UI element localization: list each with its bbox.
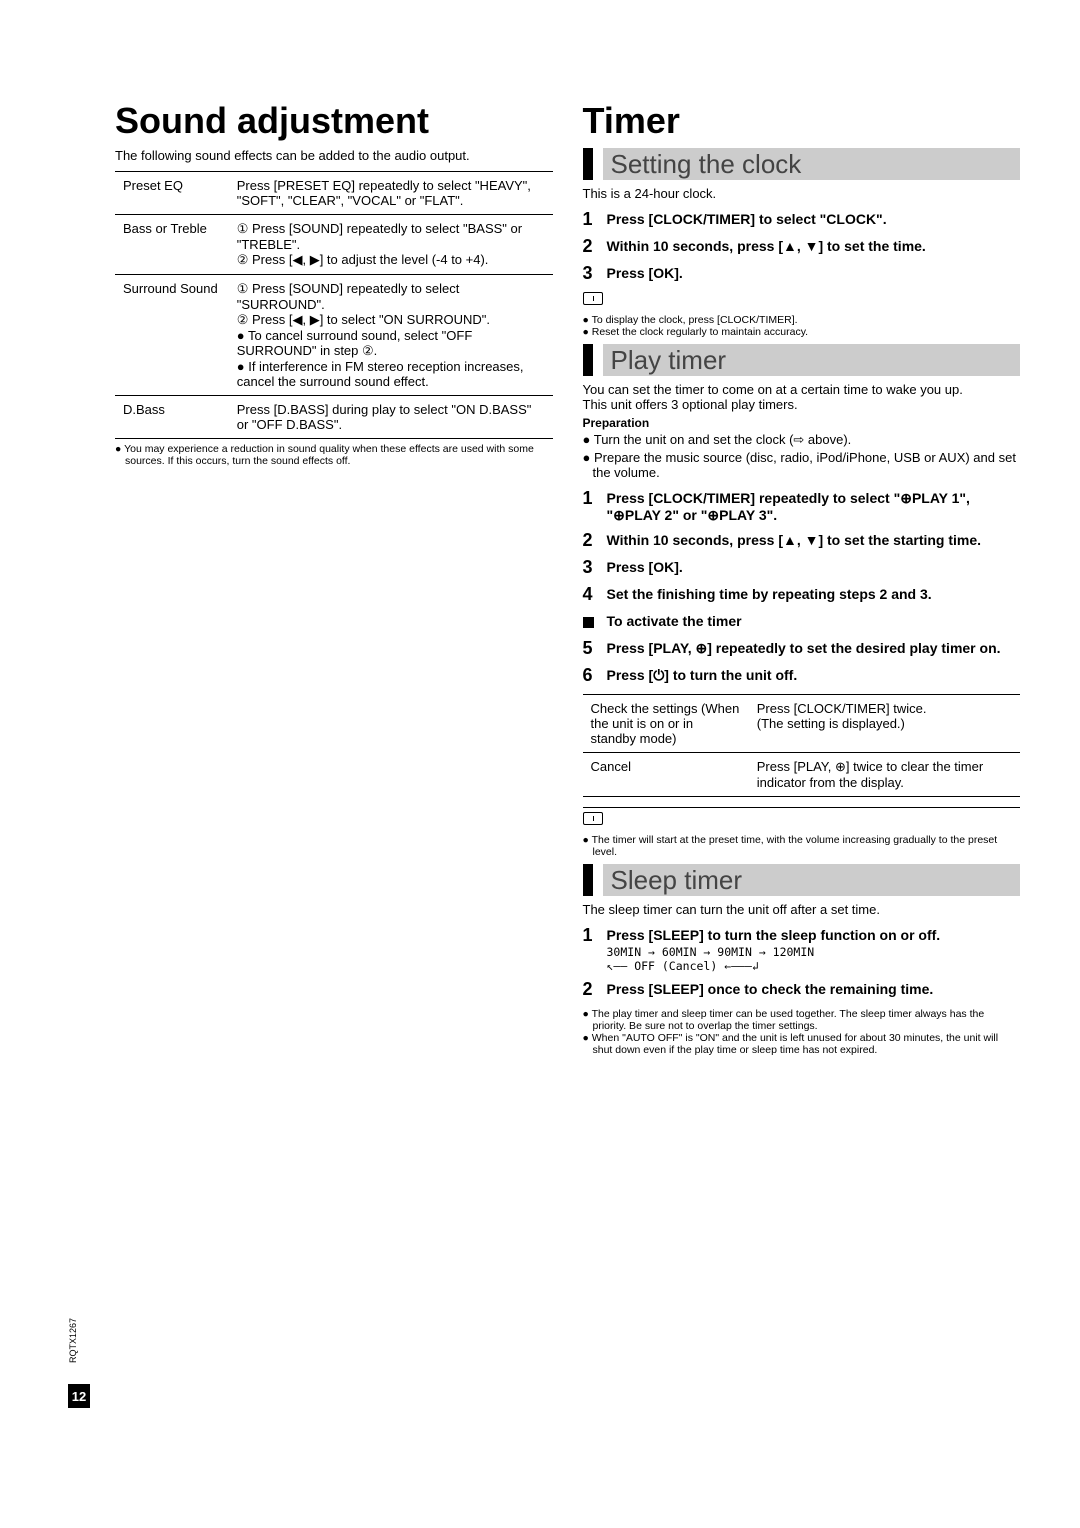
heading-bg: Setting the clock bbox=[603, 148, 1021, 180]
clock-note: ● Reset the clock regularly to maintain … bbox=[583, 326, 1021, 338]
cancel-label: Cancel bbox=[583, 753, 749, 797]
step-item: 2Press [SLEEP] once to check the remaini… bbox=[583, 979, 1021, 1000]
heading-bar-icon bbox=[583, 344, 593, 376]
heading-bg: Play timer bbox=[603, 344, 1021, 376]
step-number: 4 bbox=[583, 584, 607, 605]
preset-eq-label: Preset EQ bbox=[115, 172, 229, 215]
step-item: 1Press [CLOCK/TIMER] repeatedly to selec… bbox=[583, 488, 1021, 524]
dbass-text: Press [D.BASS] during play to select "ON… bbox=[229, 396, 553, 439]
step-text: Press [⏻] to turn the unit off. bbox=[607, 665, 1021, 686]
step-item: 3Press [OK]. bbox=[583, 263, 1021, 284]
table-row: D.Bass Press [D.BASS] during play to sel… bbox=[115, 396, 553, 439]
activate-text: To activate the timer bbox=[607, 611, 1021, 632]
activate-label: To activate the timer bbox=[583, 611, 1021, 632]
sleep-note: ● When "AUTO OFF" is "ON" and the unit i… bbox=[583, 1032, 1021, 1056]
sleep-timer-text: Sleep timer bbox=[611, 865, 743, 896]
play-intro: You can set the timer to come on at a ce… bbox=[583, 382, 1021, 397]
step-item: 2Within 10 seconds, press [▲, ▼] to set … bbox=[583, 236, 1021, 257]
sleep-steps: 1Press [SLEEP] to turn the sleep functio… bbox=[583, 925, 1021, 1000]
step-number: 3 bbox=[583, 557, 607, 578]
clock-note: ● To display the clock, press [CLOCK/TIM… bbox=[583, 314, 1021, 326]
prep-item: ● Turn the unit on and set the clock (⇨ … bbox=[583, 432, 1021, 448]
step-text: Press [SLEEP] to turn the sleep function… bbox=[607, 925, 1021, 973]
setting-clock-heading: Setting the clock bbox=[583, 148, 1021, 180]
preparation-label: Preparation bbox=[583, 416, 1021, 430]
step-number: 3 bbox=[583, 263, 607, 284]
sound-intro: The following sound effects can be added… bbox=[115, 148, 553, 163]
dbass-label: D.Bass bbox=[115, 396, 229, 439]
clock-steps: 1Press [CLOCK/TIMER] to select "CLOCK". … bbox=[583, 209, 1021, 284]
step-text: Set the finishing time by repeating step… bbox=[607, 584, 1021, 605]
play-timer-text: Play timer bbox=[611, 345, 727, 376]
preset-eq-text: Press [PRESET EQ] repeatedly to select "… bbox=[229, 172, 553, 215]
play-note: ● The timer will start at the preset tim… bbox=[583, 834, 1021, 858]
square-icon bbox=[583, 611, 607, 632]
table-row: Bass or Treble ① Press [SOUND] repeatedl… bbox=[115, 215, 553, 275]
timer-title: Timer bbox=[583, 100, 1021, 142]
step-number: 2 bbox=[583, 979, 607, 1000]
step-item: 1Press [SLEEP] to turn the sleep functio… bbox=[583, 925, 1021, 973]
play-timer-heading: Play timer bbox=[583, 344, 1021, 376]
step-item: 2Within 10 seconds, press [▲, ▼] to set … bbox=[583, 530, 1021, 551]
bass-treble-text: ① Press [SOUND] repeatedly to select "BA… bbox=[229, 215, 553, 275]
sound-table: Preset EQ Press [PRESET EQ] repeatedly t… bbox=[115, 171, 553, 439]
surround-label: Surround Sound bbox=[115, 275, 229, 396]
sleep-step1-sub: 30MIN → 60MIN → 90MIN → 120MIN ↖—— OFF (… bbox=[607, 945, 1021, 973]
step-item: 4Set the finishing time by repeating ste… bbox=[583, 584, 1021, 605]
table-row: Check the settings (When the unit is on … bbox=[583, 695, 1021, 753]
step-number: 1 bbox=[583, 925, 607, 973]
table-row: Preset EQ Press [PRESET EQ] repeatedly t… bbox=[115, 172, 553, 215]
setting-clock-text: Setting the clock bbox=[611, 149, 802, 180]
step-item: 5Press [PLAY, ⊕] repeatedly to set the d… bbox=[583, 638, 1021, 659]
check-settings-text: Press [CLOCK/TIMER] twice. (The setting … bbox=[749, 695, 1020, 753]
prep-item: ● Prepare the music source (disc, radio,… bbox=[583, 450, 1021, 480]
page: Sound adjustment The following sound eff… bbox=[0, 0, 1080, 1096]
step-text: Within 10 seconds, press [▲, ▼] to set t… bbox=[607, 530, 1021, 551]
sleep-intro: The sleep timer can turn the unit off af… bbox=[583, 902, 1021, 917]
note-icon bbox=[583, 292, 603, 305]
cancel-text: Press [PLAY, ⊕] twice to clear the timer… bbox=[749, 753, 1020, 797]
step-number: 6 bbox=[583, 665, 607, 686]
doc-code: RQTX1267 bbox=[68, 1318, 78, 1363]
step-item: 6Press [⏻] to turn the unit off. bbox=[583, 665, 1021, 686]
step-text: Press [SLEEP] once to check the remainin… bbox=[607, 979, 1021, 1000]
page-number: 12 bbox=[68, 1384, 90, 1408]
step-text: Within 10 seconds, press [▲, ▼] to set t… bbox=[607, 236, 1021, 257]
play-steps: 1Press [CLOCK/TIMER] repeatedly to selec… bbox=[583, 488, 1021, 686]
step-number: 5 bbox=[583, 638, 607, 659]
divider bbox=[583, 807, 1021, 808]
sleep-timer-heading: Sleep timer bbox=[583, 864, 1021, 896]
heading-bar-icon bbox=[583, 148, 593, 180]
step-number: 1 bbox=[583, 209, 607, 230]
step-item: 1Press [CLOCK/TIMER] to select "CLOCK". bbox=[583, 209, 1021, 230]
play-timer-table: Check the settings (When the unit is on … bbox=[583, 694, 1021, 797]
sleep-step1-main: Press [SLEEP] to turn the sleep function… bbox=[607, 927, 941, 943]
right-column: Timer Setting the clock This is a 24-hou… bbox=[583, 100, 1021, 1056]
step-number: 1 bbox=[583, 488, 607, 524]
step-text: Press [OK]. bbox=[607, 263, 1021, 284]
step-text: Press [CLOCK/TIMER] to select "CLOCK". bbox=[607, 209, 1021, 230]
sound-footnote: ● You may experience a reduction in soun… bbox=[115, 443, 553, 467]
step-text: Press [CLOCK/TIMER] repeatedly to select… bbox=[607, 488, 1021, 524]
sleep-note: ● The play timer and sleep timer can be … bbox=[583, 1008, 1021, 1032]
heading-bar-icon bbox=[583, 864, 593, 896]
step-text: Press [OK]. bbox=[607, 557, 1021, 578]
step-number: 2 bbox=[583, 530, 607, 551]
table-row: Cancel Press [PLAY, ⊕] twice to clear th… bbox=[583, 753, 1021, 797]
surround-text: ① Press [SOUND] repeatedly to select "SU… bbox=[229, 275, 553, 396]
step-item: 3Press [OK]. bbox=[583, 557, 1021, 578]
note-icon bbox=[583, 812, 603, 825]
step-number: 2 bbox=[583, 236, 607, 257]
play-intro2: This unit offers 3 optional play timers. bbox=[583, 397, 1021, 412]
check-settings-label: Check the settings (When the unit is on … bbox=[583, 695, 749, 753]
heading-bg: Sleep timer bbox=[603, 864, 1021, 896]
step-text: Press [PLAY, ⊕] repeatedly to set the de… bbox=[607, 638, 1021, 659]
table-row: Surround Sound ① Press [SOUND] repeatedl… bbox=[115, 275, 553, 396]
sound-adjustment-title: Sound adjustment bbox=[115, 100, 553, 142]
clock-intro: This is a 24-hour clock. bbox=[583, 186, 1021, 201]
bass-treble-label: Bass or Treble bbox=[115, 215, 229, 275]
left-column: Sound adjustment The following sound eff… bbox=[115, 100, 553, 1056]
